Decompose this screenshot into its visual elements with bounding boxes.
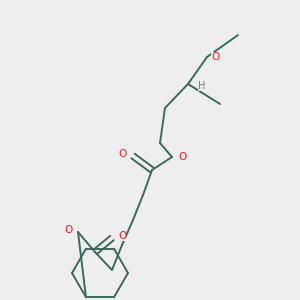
- Text: O: O: [118, 231, 126, 241]
- Text: O: O: [211, 52, 219, 62]
- Text: O: O: [119, 149, 127, 159]
- Text: O: O: [178, 152, 186, 162]
- Text: O: O: [65, 225, 73, 235]
- Text: H: H: [198, 81, 206, 91]
